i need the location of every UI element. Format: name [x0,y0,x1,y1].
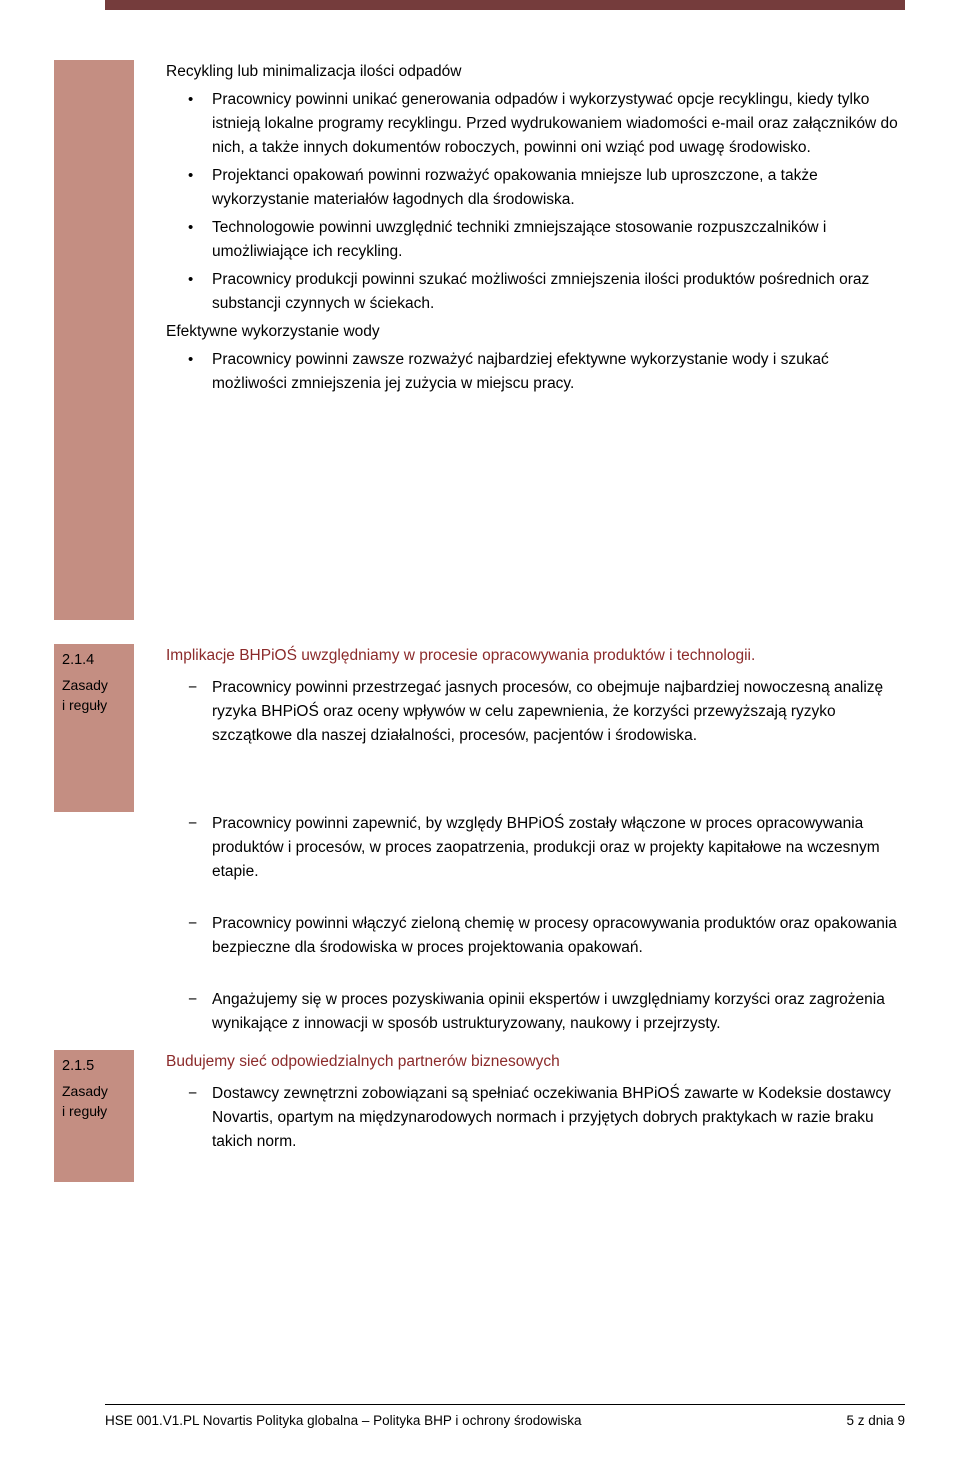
heading-water: Efektywne wykorzystanie wody [166,320,905,344]
side-label: i reguły [62,697,107,713]
bullet-item: Pracownicy powinni zawsze rozważyć najba… [188,348,905,396]
bullet-item: Projektanci opakowań powinni rozważyć op… [188,164,905,212]
section-215: 2.1.5 Zasady i reguły Budujemy sieć odpo… [50,1050,905,1182]
heading-214: Implikacje BHPiOŚ uwzględniamy w procesi… [166,644,905,668]
dashes-215: Dostawcy zewnętrzni zobowiązani są spełn… [188,1082,905,1154]
section-214-cont: Pracownicy powinni zapewnić, by względy … [50,812,905,1050]
header-bar [105,0,905,10]
section-recycling: Recykling lub minimalizacja ilości odpad… [50,60,905,620]
heading-215: Budujemy sieć odpowiedzialnych partnerów… [166,1050,905,1074]
side-block-214: 2.1.4 Zasady i reguły [50,644,138,812]
side-label: Zasady [62,1083,108,1099]
side-num-214: 2.1.4 [62,650,126,670]
bullets-recycling: Pracownicy powinni unikać generowania od… [188,88,905,316]
dash-item: Dostawcy zewnętrzni zobowiązani są spełn… [188,1082,905,1154]
side-label: Zasady [62,677,108,693]
bullet-item: Pracownicy powinni unikać generowania od… [188,88,905,160]
side-block-continuation [50,60,138,620]
side-label: i reguły [62,1103,107,1119]
dashes-214a: Pracownicy powinni przestrzegać jasnych … [188,676,905,748]
dashes-214b: Pracownicy powinni zapewnić, by względy … [188,812,905,1036]
page-content: Recykling lub minimalizacja ilości odpad… [50,60,905,1182]
bullet-item: Pracownicy produkcji powinni szukać możl… [188,268,905,316]
dash-item: Pracownicy powinni przestrzegać jasnych … [188,676,905,748]
dash-item: Pracownicy powinni zapewnić, by względy … [188,812,905,884]
side-num-215: 2.1.5 [62,1056,126,1076]
side-block-215: 2.1.5 Zasady i reguły [50,1050,138,1182]
heading-recycling: Recykling lub minimalizacja ilości odpad… [166,60,905,84]
dash-item: Angażujemy się w proces pozyskiwania opi… [188,988,905,1036]
bullets-water: Pracownicy powinni zawsze rozważyć najba… [188,348,905,396]
footer-right: 5 z dnia 9 [846,1413,905,1428]
dash-item: Pracownicy powinni włączyć zieloną chemi… [188,912,905,960]
bullet-item: Technologowie powinni uwzględnić technik… [188,216,905,264]
section-214: 2.1.4 Zasady i reguły Implikacje BHPiOŚ … [50,644,905,812]
page-footer: HSE 001.V1.PL Novartis Polityka globalna… [105,1404,905,1428]
footer-left: HSE 001.V1.PL Novartis Polityka globalna… [105,1413,582,1428]
